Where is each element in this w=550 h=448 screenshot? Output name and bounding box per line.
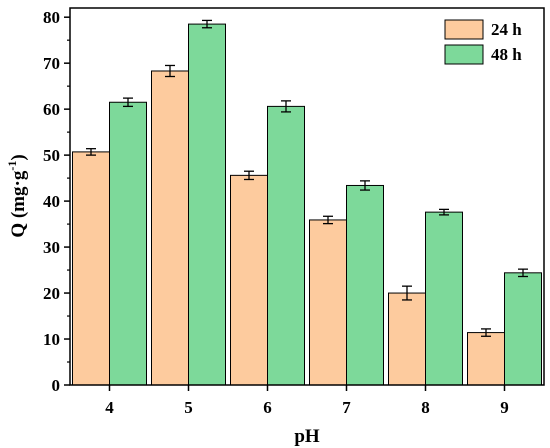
legend-label: 24 h [491,20,522,39]
y-axis-title-main: Q (mg·g [8,170,29,238]
x-axis: 4 5 6 7 8 9 [105,385,509,417]
bar-48h-ph7 [346,184,384,386]
y-tick-label: 10 [43,330,60,349]
bar-48h-ph5 [188,23,226,386]
bar-24h-ph7 [309,219,347,386]
x-tick-label: 4 [105,398,114,417]
legend-label: 48 h [491,45,522,64]
bar-24h-ph5 [151,70,189,386]
y-tick-label: 0 [52,376,61,395]
bar-24h-ph9 [467,332,505,386]
x-tick-label: 8 [421,398,430,417]
y-tick-label: 40 [43,192,60,211]
bar-48h-ph8 [425,211,463,386]
y-tick-label: 80 [43,8,60,27]
plot-frame [69,7,545,386]
x-tick-label: 6 [263,398,272,417]
y-axis-title-superscript: -1 [5,161,19,171]
y-tick-label: 70 [43,54,60,73]
legend: 24 h 48 h [444,19,522,65]
bar-24h-ph4 [72,151,110,386]
y-axis-title: Q (mg·g-1) [5,154,29,237]
bar-48h-ph9 [504,272,542,386]
bar-48h-ph4 [109,101,147,386]
y-axis: 0 10 20 30 40 50 60 70 80 [43,8,70,395]
x-axis-title: pH [294,426,320,447]
x-tick-label: 7 [342,398,351,417]
legend-swatch [444,19,484,40]
bar-24h-ph6 [230,174,268,386]
legend-swatch [444,44,484,65]
y-axis-title-close: ) [8,154,29,160]
x-tick-label: 9 [500,398,509,417]
bar-24h-ph8 [388,292,426,386]
y-tick-label: 20 [43,284,60,303]
y-tick-label: 60 [43,100,60,119]
x-tick-label: 5 [184,398,193,417]
chart-marks [72,19,542,386]
bar-48h-ph6 [267,105,305,386]
y-tick-label: 30 [43,238,60,257]
y-tick-label: 50 [43,146,60,165]
